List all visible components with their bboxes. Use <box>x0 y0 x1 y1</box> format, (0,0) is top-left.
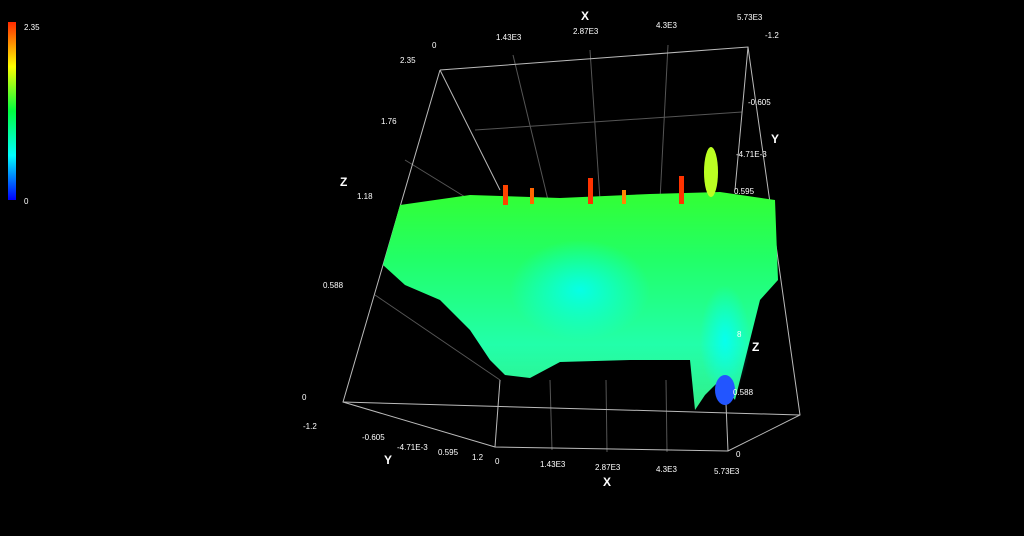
tick-label: 1.2 <box>472 453 484 462</box>
tick-label: 4.3E3 <box>656 465 677 474</box>
tick-label: 8 <box>737 330 742 339</box>
tick-label: -1.2 <box>303 422 317 431</box>
tick-label: 5.73E3 <box>714 467 740 476</box>
tick-label: 0 <box>736 450 741 459</box>
tick-label: -1.2 <box>765 31 779 40</box>
tick-label: -0.605 <box>362 433 385 442</box>
tick-label: 0.588 <box>323 281 344 290</box>
tick-label: -4.71E-3 <box>736 150 767 159</box>
axis-title: Z <box>752 340 759 354</box>
tick-label: 2.87E3 <box>573 27 599 36</box>
point-cloud <box>383 147 778 410</box>
tick-label: 0.595 <box>438 448 459 457</box>
colorbar-min: 0 <box>24 197 29 206</box>
axis-title: Z <box>340 175 347 189</box>
tick-label: 5.73E3 <box>737 13 763 22</box>
colorbar-max: 2.35 <box>24 23 40 32</box>
tick-label: 2.35 <box>400 56 416 65</box>
tick-label: 0 <box>432 41 437 50</box>
tick-label: 1.18 <box>357 192 373 201</box>
tick-label: 2.87E3 <box>595 463 621 472</box>
tick-label: 4.3E3 <box>656 21 677 30</box>
axis-title: X <box>581 9 589 23</box>
tick-label: 1.76 <box>381 117 397 126</box>
tick-label: 1.43E3 <box>496 33 522 42</box>
tick-label: 0 <box>302 393 307 402</box>
axis-title: X <box>603 475 611 489</box>
tick-label: 0 <box>495 457 500 466</box>
tick-label: 1.43E3 <box>540 460 566 469</box>
tick-label: -0.605 <box>748 98 771 107</box>
grid <box>374 44 743 453</box>
tick-label: -4.71E-3 <box>397 443 428 452</box>
axis-title: Y <box>384 453 392 467</box>
tick-label: 0.588 <box>733 388 754 397</box>
tick-label: 0.595 <box>734 187 755 196</box>
axis-title: Y <box>771 132 779 146</box>
colorbar <box>8 22 16 200</box>
